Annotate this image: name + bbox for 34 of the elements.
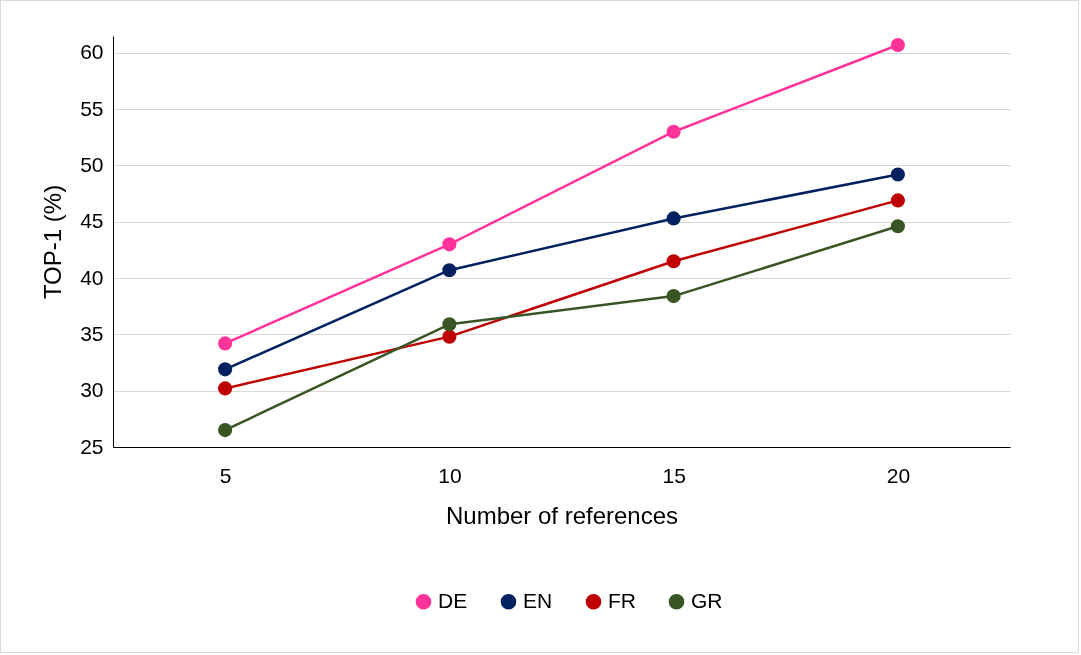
y-axis-title: TOP-1 (%) [39,184,67,300]
point [666,211,681,226]
y-tick-label: 50 [80,152,104,176]
y-tick-label: 60 [80,40,104,64]
legend-label: EN [523,588,553,612]
point [666,254,681,269]
point [442,237,457,252]
x-tick-label: 15 [662,463,686,487]
point [890,193,905,208]
y-tick-label: 25 [80,434,104,458]
y-tick-label: 35 [80,321,104,345]
y-tick-label: 40 [80,265,104,289]
point [442,317,457,332]
x-tick-label: 20 [886,463,911,487]
point [890,219,905,234]
y-tick-label: 30 [80,378,104,402]
x-tick-label: 5 [219,463,232,487]
point [218,381,233,396]
point [442,263,457,278]
point [218,336,233,351]
x-tick-label: 10 [438,463,462,487]
x-axis-title: Number of references [445,501,679,529]
point [442,329,457,344]
legend-label: FR [608,588,636,612]
legend-label: GR [691,588,723,612]
legend-label: DE [438,588,468,612]
y-tick-label: 55 [80,96,104,120]
point [666,289,681,304]
y-tick-label: 45 [80,209,104,233]
point [218,423,233,438]
point [890,167,905,182]
point [666,124,681,139]
point [218,362,233,377]
point [890,37,905,53]
